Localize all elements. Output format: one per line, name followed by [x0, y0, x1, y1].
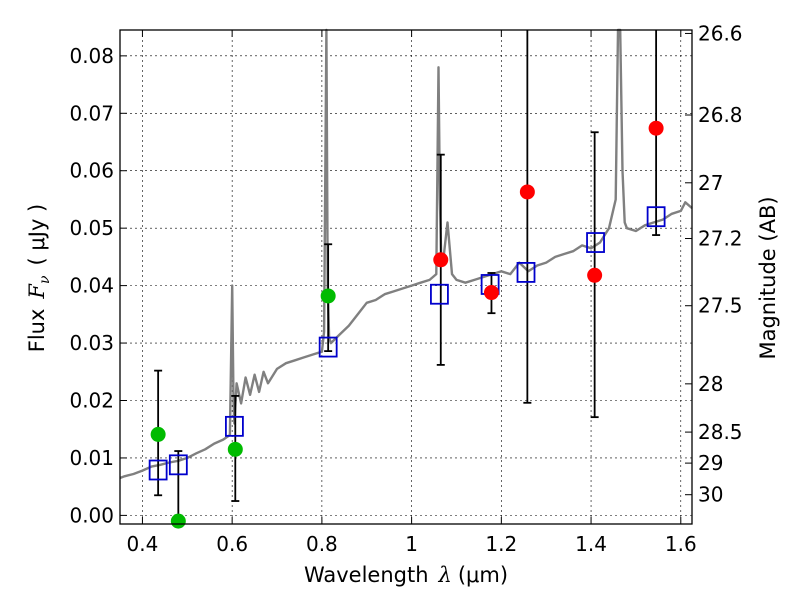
model-photometry-square	[516, 262, 536, 283]
x-tick-label: 1.2	[485, 532, 517, 556]
observed-flux-point	[320, 288, 336, 304]
y2-tick-label: 26.8	[698, 103, 743, 127]
grid	[120, 30, 692, 524]
y-axis-label: FluxFν( μJy )	[25, 204, 53, 352]
model-photometry-square	[646, 206, 666, 228]
y-tick-label: 0.02	[69, 389, 114, 413]
plot-frame	[119, 29, 693, 525]
model-photometry-square	[148, 459, 168, 481]
observed-flux-point	[227, 441, 243, 457]
observed-flux-point	[483, 285, 499, 301]
axis-ticks: 0.4 0.6 0.8 1 1.2 1.4 1.6 0.00 0.01 0.02 0.03 0.04 0…	[69, 21, 742, 556]
y-tick-label: 0.04	[69, 274, 114, 298]
x-tick-label: 0.4	[127, 532, 159, 556]
y-tick-label: 0.06	[69, 159, 114, 183]
plot-area	[119, 28, 693, 529]
y2-tick-label: 27.2	[698, 227, 743, 251]
y2-tick-label: 28	[698, 372, 723, 396]
observed-flux-point	[433, 252, 449, 268]
x-axis-label: Wavelength λ (μm)	[304, 563, 508, 587]
y-tick-label: 0.00	[69, 503, 114, 527]
y2-tick-label: 27.5	[698, 294, 743, 318]
model-photometry-square	[586, 232, 605, 253]
observed-flux-point	[150, 426, 166, 442]
y2-tick-label: 30	[698, 483, 723, 507]
observed-flux-point	[170, 513, 186, 529]
x-tick-label: 0.8	[306, 532, 338, 556]
x-tick-label: 1.4	[575, 532, 607, 556]
y2-axis-label: Magnitude (AB)	[756, 196, 780, 359]
observed-flux-point	[519, 184, 535, 200]
y2-tick-label: 26.6	[698, 21, 743, 45]
x-tick-label: 1.6	[665, 532, 697, 556]
y-tick-label: 0.01	[69, 446, 114, 470]
model-photometry-square	[430, 283, 449, 305]
model-photometry-square	[224, 415, 244, 437]
x-tick-label: 1	[405, 532, 418, 556]
y2-tick-label: 28.5	[698, 420, 743, 444]
observed-flux-point	[648, 120, 664, 136]
y-tick-label: 0.07	[69, 101, 114, 125]
model-photometry-square	[318, 336, 338, 358]
observed-flux-point	[587, 267, 603, 283]
y-tick-label: 0.08	[69, 44, 114, 68]
y-tick-label: 0.05	[69, 216, 114, 240]
y2-tick-label: 29	[698, 451, 723, 475]
model-photometry-square	[168, 454, 188, 476]
x-tick-label: 0.6	[216, 532, 248, 556]
sed-model-line	[119, 28, 693, 480]
y2-tick-label: 27	[698, 171, 723, 195]
y-tick-label: 0.03	[69, 331, 114, 355]
